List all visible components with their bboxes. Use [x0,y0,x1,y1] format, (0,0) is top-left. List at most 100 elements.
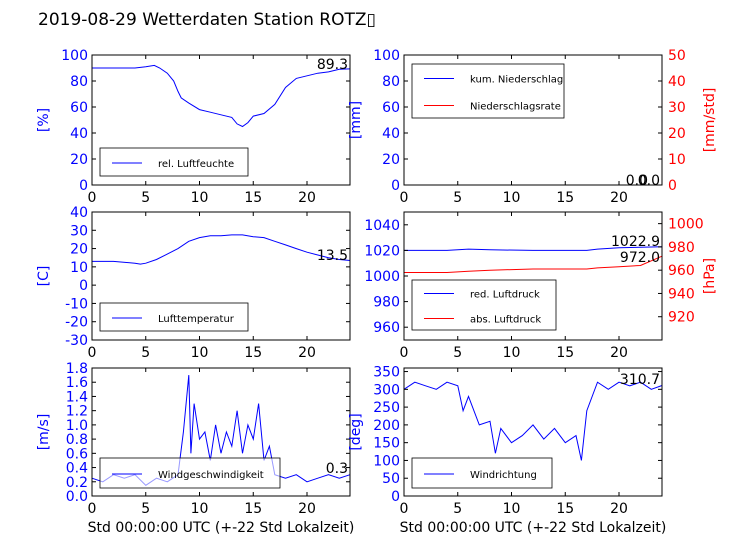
legend-box-winddir [411,457,553,489]
y2-tick-label-precip-1: 10 [668,152,686,168]
legend-label-precip-0: kum. Niederschlag [470,75,563,86]
x-tick-label-humidity-1: 5 [141,190,150,206]
y-tick-label-temperature-1: -20 [65,315,88,331]
legend-label-wind-0: Windgeschwindigkeit [158,470,264,481]
y-tick-label-wind-2: 0.4 [66,461,88,477]
x-tick-label-temperature-3: 15 [244,345,262,361]
legend-label-pressure-0: red. Luftdruck [470,290,540,301]
x-tick-label-pressure-4: 20 [610,345,628,361]
value-annotation-precip-0: 0.0 [638,173,660,189]
y-tick-label-precip-1: 20 [382,152,400,168]
y-tick-label-humidity-5: 100 [61,48,88,64]
y-tick-label-precip-5: 100 [373,48,400,64]
y2-tick-label-pressure-1: 940 [668,286,695,302]
y-tick-label-wind-0: 0.0 [66,489,88,505]
legend-label-pressure-1: abs. Luftdruck [470,315,541,326]
x-tick-label-wind-2: 10 [191,501,209,517]
x-tick-label-temperature-1: 5 [141,345,150,361]
y-tick-label-pressure-1: 980 [373,295,400,311]
x-tick-label-winddir-0: 0 [400,501,409,517]
legend-label-winddir-0: Windrichtung [470,470,537,481]
legend-humidity: rel. Luftfeuchte [99,147,249,177]
y2-tick-label-pressure-4: 1000 [668,217,704,233]
chart-panel-wind: 0 5 10 15 20 0.00.20.40.60.81.01.21.41.61.8 [m… [36,361,354,536]
x-tick-label-temperature-2: 10 [191,345,209,361]
y-tick-label-humidity-0: 0 [79,178,88,194]
x-axis-label-wind: Std 00:00:00 UTC (+-22 Std Lokalzeit) [88,520,355,536]
legend-label-precip-1: Niederschlagsrate [470,102,561,113]
x-tick-label-precip-3: 15 [556,190,574,206]
x-tick-label-humidity-2: 10 [191,190,209,206]
x-tick-label-pressure-2: 10 [503,345,521,361]
y-tick-label-pressure-2: 1000 [364,269,400,285]
y-tick-label-winddir-2: 100 [373,453,400,469]
y-tick-label-winddir-0: 0 [391,489,400,505]
legend-precip: kum. Niederschlag Niederschlagsrate [411,63,565,119]
y-tick-label-humidity-2: 40 [70,126,88,142]
y-tick-label-temperature-0: -30 [65,333,88,349]
y-tick-label-winddir-4: 200 [373,418,400,434]
value-annotation-pressure-0: 1022.9 [611,234,660,250]
y2-tick-label-pressure-2: 960 [668,263,695,279]
value-annotation-winddir-0: 310.7 [620,372,660,388]
series-line-humidity-0 [92,64,351,128]
x-tick-label-precip-2: 10 [503,190,521,206]
legend-box-humidity [99,147,249,177]
legend-label-humidity-0: rel. Luftfeuchte [158,159,234,170]
y-axis-label-wind: [m/s] [36,414,52,451]
legend-box-temperature [99,302,249,332]
y-tick-label-wind-4: 0.8 [66,432,88,448]
x-tick-label-pressure-1: 5 [453,345,462,361]
legend-temperature: Lufttemperatur [99,302,249,332]
x-tick-label-pressure-0: 0 [400,345,409,361]
x-tick-label-temperature-0: 0 [88,345,97,361]
y-tick-label-precip-3: 60 [382,100,400,116]
x-tick-label-wind-4: 20 [298,501,316,517]
y-tick-label-precip-4: 80 [382,74,400,90]
legend-wind: Windgeschwindigkeit [99,457,281,489]
legend-pressure: red. Luftdruck abs. Luftdruck [411,279,557,331]
y2-axis-label-pressure: [hPa] [702,258,718,294]
y-tick-label-winddir-5: 250 [373,400,400,416]
y-tick-label-temperature-6: 30 [70,223,88,239]
legend-box-precip [411,63,565,119]
y-tick-label-pressure-4: 1040 [364,218,400,234]
x-tick-label-precip-0: 0 [400,190,409,206]
y2-tick-label-pressure-3: 980 [668,240,695,256]
value-annotation-precip-1: 0.0 [626,173,648,189]
chart-panel-pressure: 0 5 10 15 20 960 980 1000 1020 1040 920 940 960 980 10… [364,211,718,361]
y-tick-label-winddir-7: 350 [373,365,400,381]
plot-frame-wind [91,367,351,497]
y-tick-label-pressure-3: 1020 [364,243,400,259]
chart-panel-precip: 0 5 10 15 20 0 20 40 60 80 100 0 10 20 30 40 50 [mm] [mm/s… [348,48,718,206]
y-tick-label-winddir-3: 150 [373,436,400,452]
y-axis-label-humidity: [%] [36,108,52,132]
x-tick-label-humidity-0: 0 [88,190,97,206]
y-tick-label-wind-5: 1.0 [66,418,88,434]
plot-frame-humidity [91,54,351,186]
chart-panel-temperature: 0 5 10 15 20 -30 -20 -10 0 10 20 30 40 [C] Lufttempera… [36,205,351,361]
y-tick-label-winddir-6: 300 [373,382,400,398]
x-tick-label-pressure-3: 15 [556,345,574,361]
x-tick-label-humidity-3: 15 [244,190,262,206]
y-axis-label-precip: [mm] [348,101,364,139]
x-tick-label-wind-0: 0 [88,501,97,517]
y-tick-label-wind-8: 1.6 [66,375,88,391]
y-tick-label-temperature-2: -10 [65,296,88,312]
chart-panel-humidity: 0 5 10 15 20 0 20 40 60 80 100 [%] rel. Luftfeuchte 8… [36,48,351,206]
x-tick-label-temperature-4: 20 [298,345,316,361]
series-line-pressure-0 [404,246,663,251]
value-annotation-wind-0: 0.3 [326,461,348,477]
x-tick-label-precip-1: 5 [453,190,462,206]
y-tick-label-wind-9: 1.8 [66,361,88,377]
x-tick-label-winddir-3: 15 [556,501,574,517]
y-tick-label-wind-7: 1.4 [66,389,88,405]
y-tick-label-humidity-3: 60 [70,100,88,116]
legend-label-temperature-0: Lufttemperatur [158,314,235,325]
y-tick-label-wind-1: 0.2 [66,475,88,491]
y-tick-label-temperature-5: 20 [70,242,88,258]
y2-axis-label-precip: [mm/std] [702,88,718,153]
y-tick-label-temperature-3: 0 [79,278,88,294]
